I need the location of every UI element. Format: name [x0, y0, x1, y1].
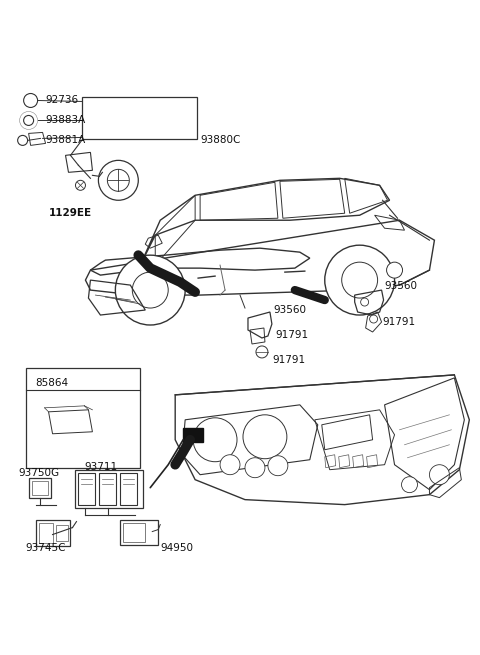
Circle shape [325, 245, 395, 315]
Circle shape [132, 272, 168, 308]
Circle shape [402, 477, 418, 493]
Circle shape [18, 136, 28, 145]
Text: 91791: 91791 [272, 355, 305, 365]
Text: 94950: 94950 [160, 542, 193, 553]
Text: 91791: 91791 [275, 330, 308, 340]
Bar [120, 519, 158, 544]
Circle shape [268, 456, 288, 476]
Bar [99, 473, 116, 504]
Circle shape [24, 94, 37, 107]
Circle shape [245, 458, 265, 477]
Bar [36, 519, 71, 546]
Text: 93883A: 93883A [46, 115, 86, 126]
Bar [123, 523, 145, 542]
Circle shape [24, 115, 34, 125]
Circle shape [386, 262, 403, 278]
Text: 1129EE: 1129EE [48, 208, 92, 218]
Bar [75, 470, 144, 508]
Text: 93560: 93560 [273, 305, 306, 315]
Bar [78, 473, 96, 504]
Circle shape [243, 415, 287, 458]
Circle shape [75, 180, 85, 191]
Bar [25, 368, 140, 468]
Circle shape [220, 455, 240, 475]
Bar [56, 525, 68, 540]
Bar [183, 428, 203, 441]
Text: 92736: 92736 [46, 96, 79, 105]
Circle shape [342, 262, 378, 298]
Circle shape [115, 255, 185, 325]
Circle shape [256, 346, 268, 358]
Text: 93750G: 93750G [19, 468, 60, 477]
Text: 93881A: 93881A [46, 136, 86, 145]
Circle shape [193, 418, 237, 462]
Bar [29, 477, 50, 498]
Text: 93745C: 93745C [25, 542, 66, 553]
Bar [120, 473, 137, 504]
Text: 91791: 91791 [383, 317, 416, 327]
Circle shape [430, 464, 449, 485]
Text: 93880C: 93880C [200, 136, 240, 145]
Circle shape [370, 315, 378, 323]
Bar [38, 523, 52, 542]
Text: 85864: 85864 [36, 378, 69, 388]
Circle shape [108, 170, 129, 191]
Circle shape [98, 160, 138, 200]
Text: 93711: 93711 [84, 462, 118, 472]
Bar [32, 481, 48, 495]
Text: 93560: 93560 [384, 281, 418, 291]
Bar [83, 98, 197, 140]
Circle shape [360, 298, 369, 306]
